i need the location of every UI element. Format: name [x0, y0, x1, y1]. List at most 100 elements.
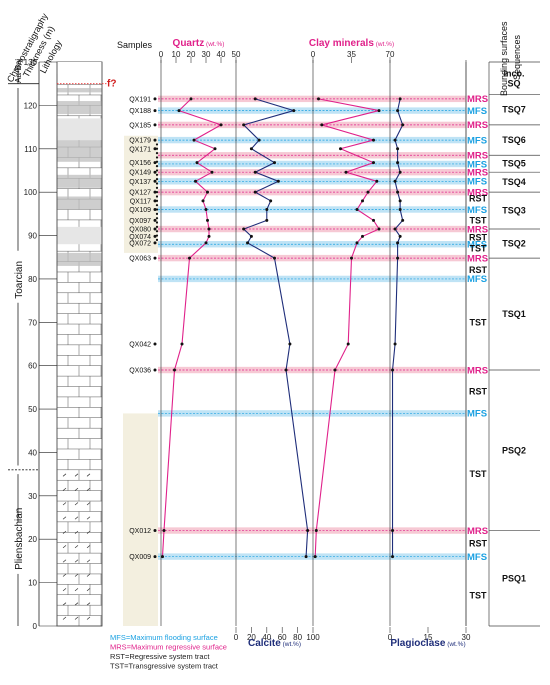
surface-label: MRS — [467, 365, 488, 376]
data-point — [396, 161, 400, 165]
data-point — [207, 227, 211, 231]
sample-dot — [153, 234, 157, 238]
panel-frame — [158, 62, 466, 626]
lith-nodule-mark — [86, 487, 91, 491]
series-tick-label: 30 — [462, 633, 471, 642]
sequence-label: TSQ7 — [502, 105, 526, 115]
surface-label: MFS — [467, 409, 487, 420]
series-tick-label: 60 — [278, 633, 287, 642]
sample-dot-dense — [155, 234, 159, 237]
sample-label: QX036 — [129, 368, 151, 375]
data-point — [346, 342, 350, 346]
series-unit: (wt.%) — [281, 641, 301, 648]
data-point — [206, 218, 209, 222]
lith-nodule-mark — [86, 588, 91, 592]
sample-zone-shade-upper — [124, 135, 158, 253]
data-point — [396, 256, 400, 260]
data-point — [273, 256, 276, 260]
data-point — [377, 227, 381, 231]
sequence-label: PSQ2 — [502, 445, 526, 455]
series-tick-label: 0 — [311, 50, 316, 59]
sequence-label: inco. — [503, 68, 524, 78]
sample-dot — [153, 199, 157, 203]
data-point — [396, 190, 400, 194]
sample-label: QX191 — [129, 96, 151, 103]
sample-label: QX074 — [129, 234, 151, 241]
data-point — [396, 147, 400, 151]
sample-dot — [153, 208, 157, 212]
surface-label: MRS — [467, 120, 488, 131]
lith-nodule-mark — [62, 516, 67, 520]
sample-label: QX156 — [129, 160, 151, 167]
tract-label: TST — [470, 591, 488, 601]
sample-dot — [153, 190, 157, 194]
data-point — [249, 234, 253, 238]
lith-nodule-mark — [62, 602, 67, 606]
tract-label: TST — [470, 215, 488, 225]
sample-dot — [153, 218, 157, 222]
sample-dot-dense — [155, 186, 159, 189]
series-title: Quartz (wt.%) — [173, 38, 225, 49]
sequence-label: TSQ6 — [502, 135, 526, 145]
sample-dot-dense — [155, 160, 159, 163]
sample-label: QX080 — [129, 227, 151, 234]
data-point — [162, 529, 166, 533]
data-point — [333, 368, 337, 372]
lith-nodule-mark — [86, 502, 91, 506]
data-point — [391, 555, 395, 559]
sample-dot — [153, 97, 157, 101]
lith-marl-interval — [57, 118, 102, 141]
sample-label: QX185 — [129, 122, 151, 129]
data-point — [398, 170, 402, 174]
sample-dot-dense — [155, 169, 159, 172]
data-point — [391, 368, 395, 372]
sample-dot-dense — [155, 152, 159, 155]
sample-dot — [153, 161, 157, 165]
data-point — [396, 241, 400, 245]
lith-nodule-mark — [74, 616, 79, 620]
surface-label: MFS — [467, 135, 487, 146]
sample-dot-dense — [155, 238, 159, 241]
sample-dot-dense — [155, 217, 159, 220]
lith-nodule-mark — [62, 487, 67, 491]
sample-label: QX063 — [129, 256, 151, 263]
stage-label-bg — [11, 250, 25, 303]
sample-dot — [153, 109, 157, 113]
lith-shale-interval — [57, 101, 102, 115]
data-point — [372, 218, 375, 222]
data-point — [361, 234, 364, 238]
data-point — [398, 234, 402, 238]
sample-dot-dense — [155, 208, 159, 211]
lith-nodule-mark — [86, 602, 91, 606]
lith-shale-interval — [57, 174, 102, 188]
sample-label: QX109 — [129, 207, 151, 214]
data-point — [314, 529, 318, 533]
surface-label: MFS — [467, 177, 487, 188]
data-point — [292, 109, 296, 113]
data-point — [210, 170, 214, 174]
sample-dot — [153, 256, 157, 260]
y-tick-label: 100 — [24, 188, 38, 197]
sample-dot-dense — [155, 195, 159, 198]
sample-dot — [153, 123, 157, 127]
sample-dot-dense — [155, 143, 159, 146]
sample-label: QX012 — [129, 528, 151, 535]
sample-dot-dense — [155, 204, 159, 207]
sample-dot-dense — [155, 221, 159, 224]
lith-shale-interval — [57, 252, 102, 266]
data-point — [173, 368, 176, 372]
data-point — [213, 147, 217, 151]
series-line — [161, 98, 223, 557]
y-tick-label: 50 — [28, 405, 37, 414]
data-point — [377, 109, 381, 113]
sample-dot-dense — [155, 225, 159, 228]
sample-label: QX097 — [129, 218, 151, 225]
data-point — [253, 190, 257, 194]
data-point — [372, 138, 375, 142]
series-tick-label: 15 — [424, 633, 433, 642]
data-point — [219, 123, 223, 127]
y-tick-label: 0 — [33, 622, 38, 631]
header-samples: Samples — [117, 40, 153, 50]
stage-label: Aa-Baj — [14, 59, 23, 83]
sample-dot-dense — [155, 178, 159, 181]
